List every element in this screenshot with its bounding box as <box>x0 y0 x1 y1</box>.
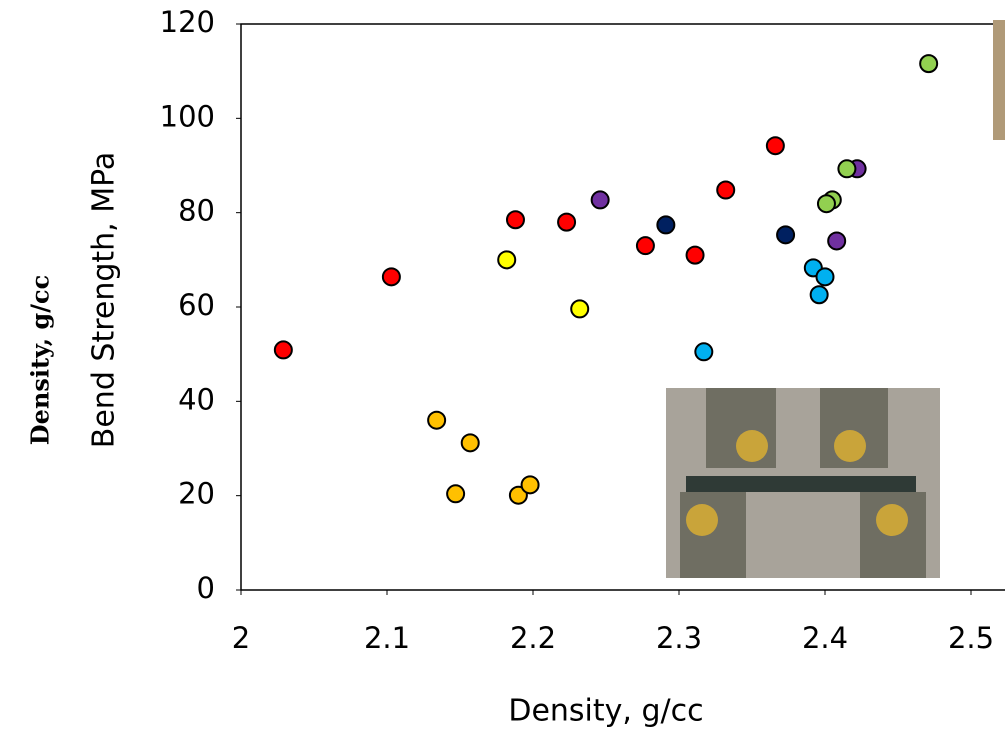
x-axis-title: Density, g/cc <box>508 694 703 729</box>
point <box>460 433 480 453</box>
x-tick-label: 2.2 <box>510 621 556 655</box>
point <box>557 212 577 232</box>
point <box>590 190 610 210</box>
point <box>635 236 655 256</box>
x-tick-label: 2.3 <box>656 621 702 655</box>
x-tick-label: 2.4 <box>802 621 848 655</box>
y-tick-label: 40 <box>178 382 215 416</box>
x-tick-label: 2 <box>232 621 250 655</box>
corner-photo <box>993 20 1005 140</box>
point <box>685 245 705 265</box>
y-tick-label: 0 <box>197 571 215 605</box>
inset-photo <box>666 388 940 578</box>
y-tick-label: 60 <box>178 288 215 322</box>
y-tick-label: 20 <box>178 477 215 511</box>
point <box>919 54 939 74</box>
point <box>837 159 857 179</box>
y-axis-title: Bend Strength, MPa <box>87 152 122 448</box>
point <box>520 475 540 495</box>
point <box>694 342 714 362</box>
x-tick-label: 2.5 <box>948 621 994 655</box>
point <box>815 267 835 287</box>
point <box>273 340 293 360</box>
side-label: Density, g/cc <box>26 275 55 445</box>
x-tick-label: 2.1 <box>364 621 410 655</box>
point <box>656 215 676 235</box>
y-tick-label: 80 <box>178 194 215 228</box>
point <box>505 210 525 230</box>
y-tick-label: 100 <box>160 99 215 133</box>
y-tick-label: 120 <box>160 5 215 39</box>
point <box>508 485 528 505</box>
point <box>765 136 785 156</box>
point <box>716 180 736 200</box>
point <box>446 484 466 504</box>
point <box>497 250 517 270</box>
point <box>776 225 796 245</box>
point <box>427 410 447 430</box>
point <box>809 285 829 305</box>
point <box>381 267 401 287</box>
point <box>827 231 847 251</box>
point <box>570 299 590 319</box>
point <box>816 194 836 214</box>
